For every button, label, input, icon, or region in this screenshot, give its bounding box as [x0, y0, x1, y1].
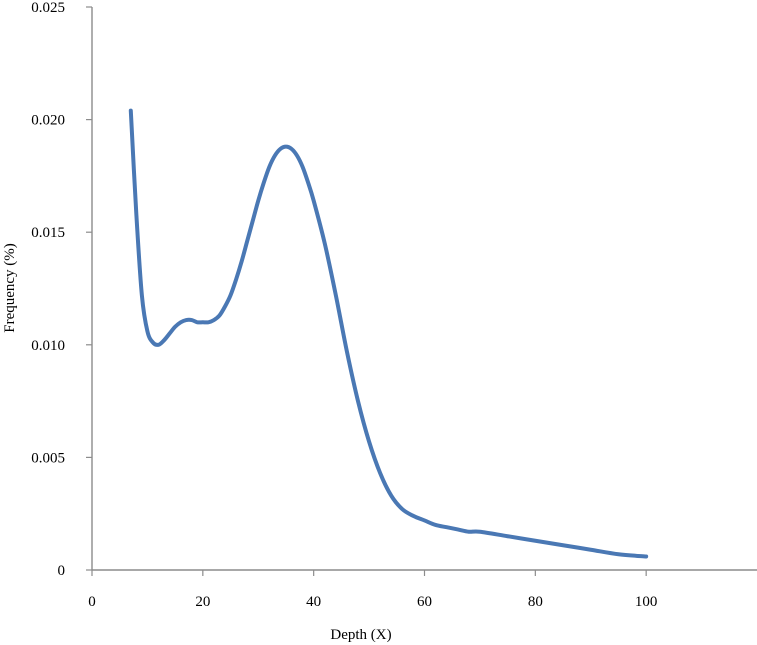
x-tick-label: 0	[88, 594, 96, 610]
axes	[91, 7, 757, 571]
x-tick-label: 40	[306, 594, 321, 610]
y-tick-label: 0.005	[31, 450, 65, 466]
x-tick-label: 20	[195, 594, 210, 610]
y-tick-label: 0	[58, 563, 66, 579]
frequency-series-line	[128, 108, 649, 559]
series-layer	[128, 108, 649, 559]
y-axis-ticks: 0 0.005 0.010 0.015 0.020 0.025	[31, 0, 92, 579]
y-tick-label: 0.010	[31, 338, 65, 354]
x-axis-ticks: 0 20 40 60 80 100	[88, 570, 657, 610]
x-tick-label: 60	[417, 594, 432, 610]
y-tick-label: 0.020	[31, 113, 65, 129]
x-tick-label: 100	[635, 594, 658, 610]
x-tick-label: 80	[528, 594, 543, 610]
y-tick-label: 0.015	[31, 225, 65, 241]
x-axis-title: Depth (X)	[330, 627, 391, 643]
y-axis-title: Frequency (%)	[2, 243, 18, 333]
y-tick-label: 0.025	[31, 0, 65, 16]
